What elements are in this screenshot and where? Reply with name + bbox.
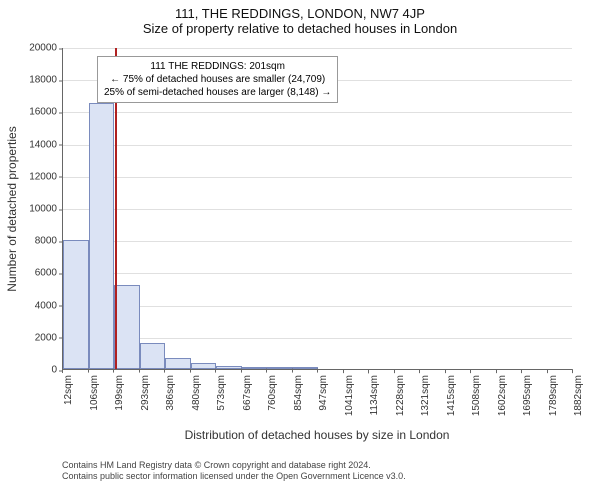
footer-line-1: Contains HM Land Registry data © Crown c… (62, 460, 406, 471)
x-tick-label: 386sqm (165, 369, 176, 411)
footer-line-2: Contains public sector information licen… (62, 471, 406, 482)
x-tick-label: 106sqm (89, 369, 100, 411)
gridline (63, 112, 572, 113)
plot-area: 0200040006000800010000120001400016000180… (62, 48, 572, 370)
histogram-bar (89, 103, 115, 369)
y-tick-label: 18000 (29, 75, 63, 86)
x-tick-label: 667sqm (242, 369, 253, 411)
histogram-bar (63, 240, 89, 369)
x-tick-label: 1695sqm (522, 369, 533, 416)
annotation-box: 111 THE REDDINGS: 201sqm← 75% of detache… (97, 56, 338, 103)
gridline (63, 145, 572, 146)
y-tick-label: 14000 (29, 139, 63, 150)
y-tick-label: 12000 (29, 171, 63, 182)
gridline (63, 48, 572, 49)
y-tick-label: 10000 (29, 204, 63, 215)
property-size-histogram: 0200040006000800010000120001400016000180… (0, 0, 600, 500)
x-tick-label: 760sqm (267, 369, 278, 411)
x-tick-label: 1508sqm (471, 369, 482, 416)
annotation-line: 111 THE REDDINGS: 201sqm (104, 60, 331, 73)
x-tick-label: 12sqm (63, 369, 74, 405)
attribution-footer: Contains HM Land Registry data © Crown c… (62, 460, 406, 482)
x-tick-label: 1415sqm (446, 369, 457, 416)
x-axis-label: Distribution of detached houses by size … (62, 428, 572, 442)
x-tick-label: 573sqm (216, 369, 227, 411)
y-tick-label: 4000 (35, 300, 63, 311)
x-tick-label: 1321sqm (420, 369, 431, 416)
histogram-bar (165, 358, 191, 369)
histogram-bar (140, 343, 166, 369)
histogram-bar (114, 285, 140, 369)
x-tick-label: 1789sqm (548, 369, 559, 416)
x-tick-label: 293sqm (140, 369, 151, 411)
x-tick-label: 1882sqm (573, 369, 584, 416)
y-tick-label: 8000 (35, 236, 63, 247)
x-tick-label: 854sqm (293, 369, 304, 411)
y-tick-label: 16000 (29, 107, 63, 118)
y-tick-label: 6000 (35, 268, 63, 279)
x-tick-label: 1134sqm (369, 369, 380, 415)
x-tick-label: 480sqm (191, 369, 202, 411)
y-tick-label: 2000 (35, 332, 63, 343)
gridline (63, 273, 572, 274)
y-tick-label: 20000 (29, 43, 63, 54)
x-tick-label: 1602sqm (497, 369, 508, 416)
x-tick-label: 1228sqm (395, 369, 406, 416)
x-tick-label: 1041sqm (344, 369, 355, 416)
gridline (63, 177, 572, 178)
gridline (63, 209, 572, 210)
y-axis-label: Number of detached properties (5, 126, 19, 291)
x-tick-label: 199sqm (114, 369, 125, 411)
gridline (63, 241, 572, 242)
annotation-line: ← 75% of detached houses are smaller (24… (104, 73, 331, 86)
annotation-line: 25% of semi-detached houses are larger (… (104, 86, 331, 99)
x-tick-label: 947sqm (318, 369, 329, 411)
